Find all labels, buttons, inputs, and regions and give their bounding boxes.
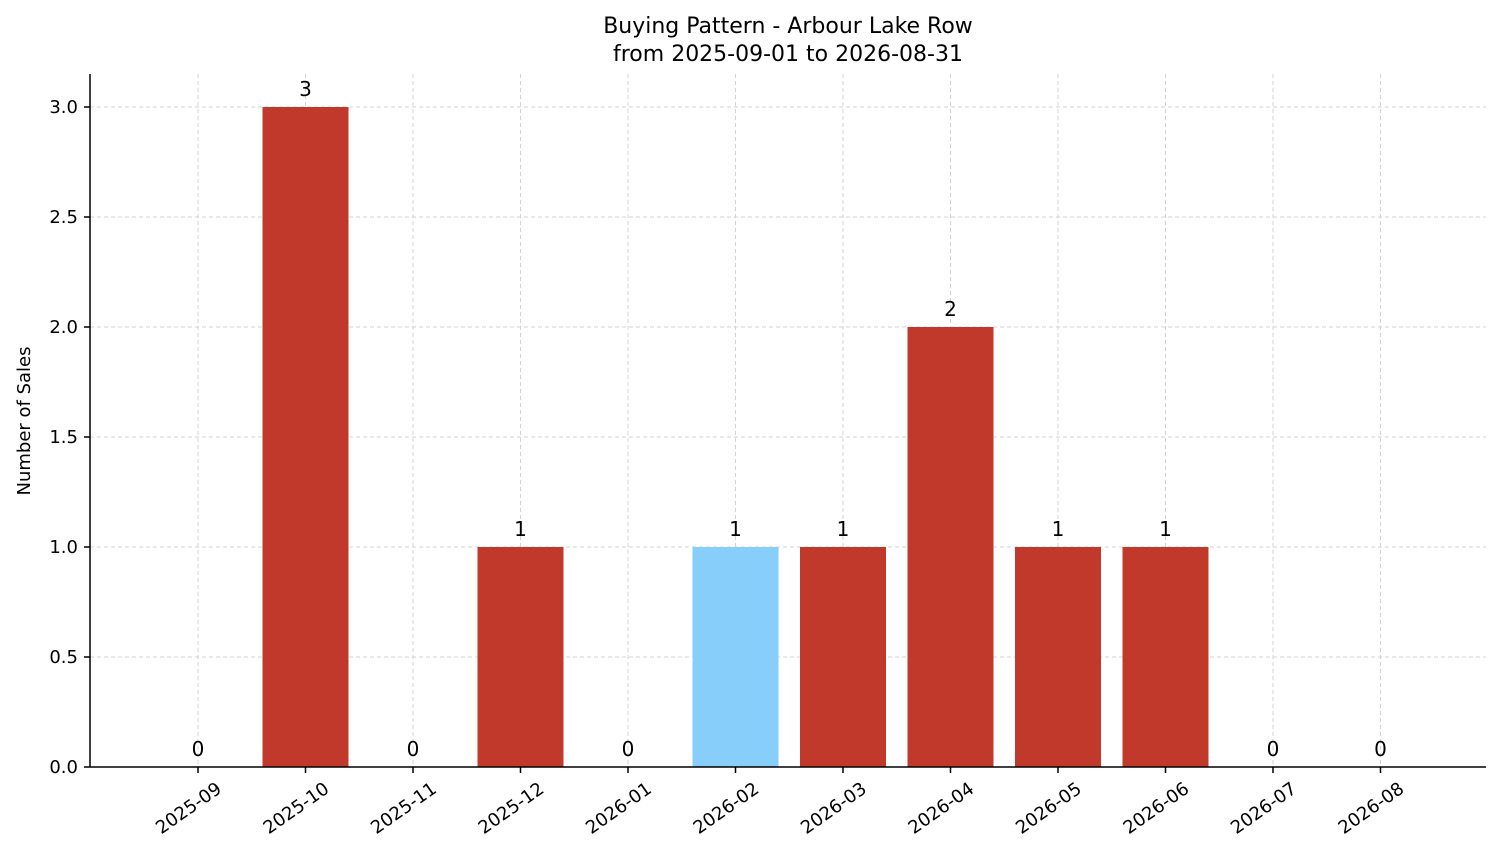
bar-2026-05 (1015, 547, 1101, 767)
x-tick-label: 2026-03 (797, 778, 871, 838)
y-tick-label: 1.5 (49, 427, 78, 448)
chart-subtitle: from 2025-09-01 to 2026-08-31 (613, 42, 963, 67)
data-label-2025-11: 0 (407, 737, 420, 761)
y-tick-label: 2.5 (49, 207, 78, 228)
x-tick-label: 2025-10 (260, 778, 334, 838)
data-label-2026-04: 2 (944, 297, 957, 321)
x-tick-label: 2026-01 (582, 778, 656, 838)
y-tick-label: 2.0 (49, 317, 78, 338)
bar-2026-02 (692, 547, 779, 767)
data-label-2026-07: 0 (1267, 737, 1280, 761)
data-label-2026-02: 1 (729, 517, 742, 541)
data-label-2026-03: 1 (837, 517, 850, 541)
data-label-2025-12: 1 (514, 517, 527, 541)
data-label-2026-05: 1 (1052, 517, 1065, 541)
bars (262, 107, 1209, 767)
y-tick-label: 0.0 (49, 757, 78, 778)
y-axis-label: Number of Sales (14, 346, 35, 495)
axes (84, 74, 1486, 773)
data-label-2026-01: 0 (622, 737, 635, 761)
y-tick-label: 3.0 (49, 97, 78, 118)
y-tick-label: 0.5 (49, 647, 78, 668)
x-tick-label: 2026-05 (1012, 778, 1086, 838)
bar-2025-10 (262, 107, 349, 767)
bar-2026-03 (800, 547, 886, 767)
x-tick-label: 2026-06 (1120, 778, 1194, 838)
data-label-2025-09: 0 (192, 737, 205, 761)
x-tick-label: 2026-08 (1335, 778, 1409, 838)
bar-2026-04 (907, 327, 994, 767)
x-tick-label: 2026-07 (1227, 778, 1301, 838)
x-tick-label: 2025-09 (152, 778, 226, 838)
bar-2026-06 (1122, 547, 1209, 767)
x-tick-label: 2026-02 (690, 778, 764, 838)
bar-2025-12 (477, 547, 564, 767)
chart-title: Buying Pattern - Arbour Lake Row (603, 14, 973, 39)
x-tick-label: 2025-11 (367, 778, 441, 838)
data-label-2025-10: 3 (299, 77, 312, 101)
y-tick-label: 1.0 (49, 537, 78, 558)
data-label-2026-06: 1 (1159, 517, 1172, 541)
x-tick-label: 2026-04 (905, 778, 979, 838)
x-tick-label: 2025-12 (475, 778, 549, 838)
data-label-2026-08: 0 (1374, 737, 1387, 761)
